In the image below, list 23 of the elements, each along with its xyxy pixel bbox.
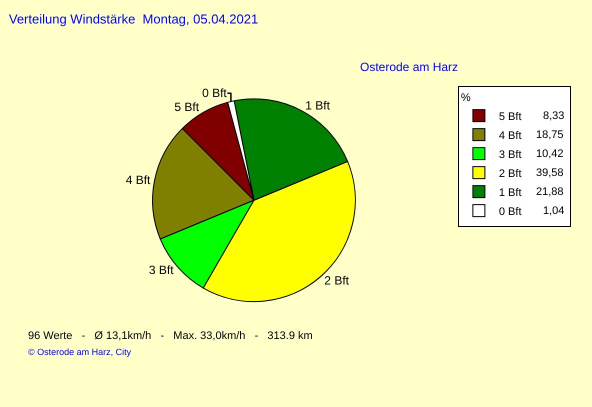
text: 96 Werte - Ø 13,1km/h - Max. 33,0km/h - 313.9 km [28, 330, 313, 342]
data-label: 39,58 [536, 167, 564, 179]
legend-label: 5 Bft [498, 110, 522, 123]
data-label: 8,33 [543, 110, 564, 122]
legend-label: 1 Bft [498, 186, 522, 199]
text: © Osterode am Harz, City [28, 347, 132, 357]
legend-label: 4 Bft [498, 130, 522, 142]
legend-title: % [460, 92, 471, 104]
chart-title: Verteilung Windstärke Montag, 05.04.2021 [8, 11, 258, 26]
slice-label: 4 Bft [126, 173, 152, 188]
slice-label: 1 Bft [305, 98, 331, 112]
legend-label: 3 Bft [498, 148, 522, 161]
slice-label: 3 Bft [148, 263, 174, 278]
data-label: 10,42 [536, 148, 564, 160]
legend-label: 0 Bft [498, 206, 522, 218]
legend-label: 2 Bft [498, 168, 522, 180]
slice-label: 5 Bft [174, 100, 200, 114]
data-label: 21,88 [536, 186, 564, 198]
slice-label: 2 Bft [324, 273, 350, 288]
chart-subtitle: Osterode am Harz [360, 60, 458, 74]
slice-label: 0 Bft [202, 86, 228, 100]
data-label: 18,75 [536, 129, 564, 141]
data-label: 1,04 [543, 205, 564, 217]
